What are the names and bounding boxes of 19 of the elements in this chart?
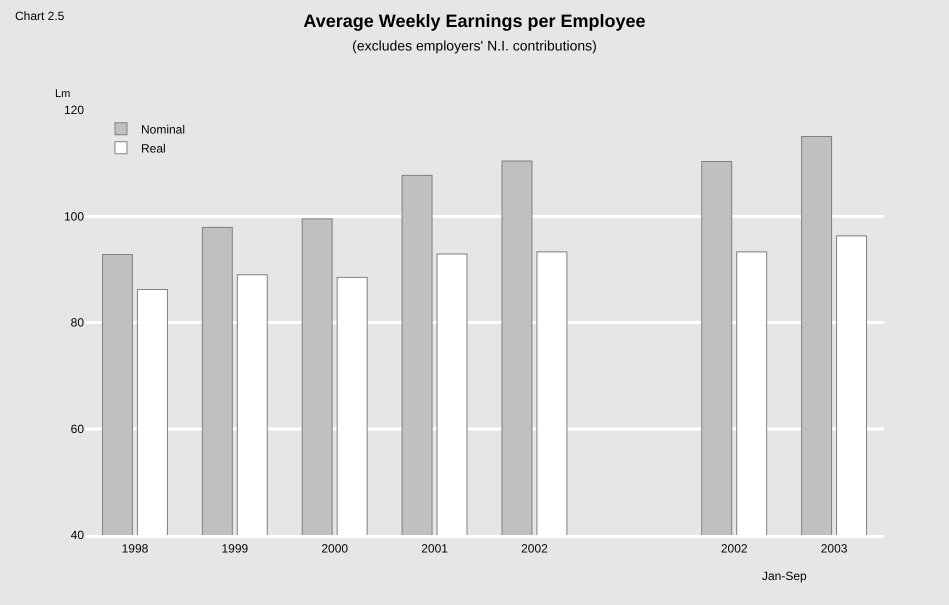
legend-label: Real — [140, 141, 166, 156]
y-tick-label: 60 — [70, 422, 84, 436]
x-tick-label: 2002 — [720, 541, 748, 556]
x-tick-label: 2003 — [820, 541, 848, 556]
legend-label: Nominal — [140, 122, 185, 136]
y-axis-title: Lm — [55, 88, 70, 100]
x-tick-label: 2001 — [421, 541, 448, 556]
x-tick-label: 2000 — [321, 541, 348, 556]
chart-title: Average Weekly Earnings per Employee — [303, 11, 646, 32]
y-tick-label: 80 — [70, 316, 84, 330]
x-tick-label: 1998 — [122, 541, 149, 556]
caption: Chart 2.5 — [15, 9, 65, 23]
y-tick-label: 40 — [70, 528, 84, 542]
y-tick-label: 100 — [64, 209, 84, 224]
x-tick-label: 2002 — [521, 541, 548, 556]
x-tick-label: 1999 — [221, 541, 248, 556]
chart-subtitle: (excludes employers' N.I. contributions) — [352, 38, 597, 54]
annotation: Jan-Sep — [762, 569, 808, 583]
y-tick-label: 120 — [64, 103, 84, 118]
